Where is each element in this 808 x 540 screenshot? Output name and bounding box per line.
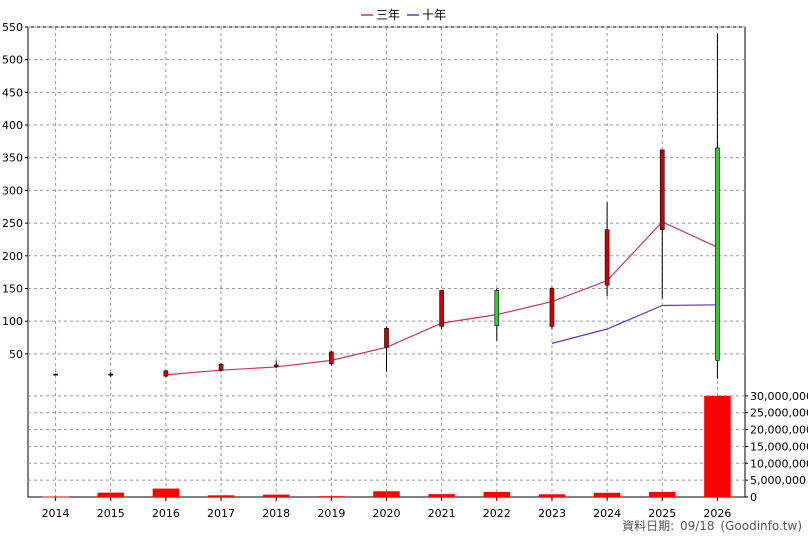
- candle-body: [439, 290, 444, 327]
- legend: 三年 十年: [361, 8, 446, 22]
- price-tick-label: 400: [2, 119, 23, 132]
- legend-label-10y: 十年: [422, 8, 446, 22]
- candle-body: [659, 149, 665, 230]
- volume-bar: [428, 494, 455, 497]
- volume-bar: [373, 491, 400, 497]
- data-date-label: 資料日期:: [622, 519, 675, 533]
- x-tick-label: 2021: [428, 507, 456, 520]
- x-tick-label: 2017: [207, 507, 235, 520]
- volume-bar: [318, 496, 345, 498]
- candle-body: [273, 364, 279, 367]
- volume-bar: [538, 494, 566, 497]
- x-axis: 2014 2015 2016 2017 2018 2019 2020 2021 2022 2023…: [42, 497, 731, 520]
- volume-tick-label: 25,000,000: [750, 407, 808, 420]
- x-tick-label: 2026: [703, 507, 731, 520]
- ma-line-10y: [551, 304, 718, 344]
- candles: [53, 33, 720, 379]
- data-date: 09/18: [679, 519, 715, 533]
- volume-tick-label: 20,000,000: [750, 424, 808, 437]
- candle-body: [108, 373, 114, 376]
- x-tick-label: 2015: [97, 507, 125, 520]
- volume-bar: [483, 491, 511, 497]
- footer: 資料日期: 09/18 (Goodinfo.tw): [620, 517, 802, 534]
- price-tick-label: 350: [2, 152, 23, 165]
- volume-tick-label: 5,000,000: [750, 474, 806, 487]
- price-tick-label: 450: [2, 86, 23, 99]
- legend-label-3y: 三年: [376, 8, 400, 22]
- volume-bar: [593, 492, 621, 497]
- x-tick-label: 2020: [373, 507, 401, 520]
- volume-tick-label: 0: [750, 491, 757, 504]
- volume-bar: [207, 495, 235, 497]
- x-tick-label: 2025: [648, 507, 676, 520]
- volume-axis: 0 5,000,000 10,000,000 15,000,000 20,000,000…: [745, 390, 808, 504]
- volume-bars: [42, 395, 731, 498]
- volume-bar: [152, 488, 180, 497]
- volume-tick-label: 15,000,000: [750, 440, 808, 453]
- candle-body: [163, 370, 169, 377]
- x-tick-label: 2016: [152, 507, 180, 520]
- x-tick-label: 2024: [593, 507, 621, 520]
- volume-bar: [649, 491, 676, 497]
- price-tick-label: 250: [2, 217, 23, 230]
- price-axis: 50 100 150 200 250 300 350 400 450 500 550: [2, 21, 28, 361]
- volume-bar: [704, 395, 731, 497]
- candle-body: [494, 290, 500, 327]
- x-tick-label: 2018: [262, 507, 290, 520]
- price-tick-label: 150: [2, 282, 23, 295]
- price-tick-label: 50: [9, 348, 23, 361]
- volume-tick-label: 30,000,000: [750, 390, 808, 403]
- price-tick-label: 500: [2, 54, 23, 67]
- x-tick-label: 2023: [538, 507, 566, 520]
- volume-bar: [262, 494, 290, 497]
- price-tick-label: 300: [2, 184, 23, 197]
- x-tick-label: 2014: [42, 507, 70, 520]
- candle-body: [549, 288, 555, 327]
- volume-tick-label: 10,000,000: [750, 457, 808, 470]
- candle-body: [384, 328, 389, 348]
- price-tick-label: 200: [2, 250, 23, 263]
- price-tick-label: 100: [2, 315, 23, 328]
- x-tick-label: 2019: [317, 507, 345, 520]
- candle-body: [53, 373, 58, 376]
- candle-body: [604, 229, 610, 286]
- volume-bar: [97, 492, 124, 497]
- volume-bar: [42, 496, 69, 498]
- candle-body: [218, 364, 224, 371]
- candle-body: [329, 351, 334, 364]
- candle-body: [715, 147, 720, 361]
- x-tick-label: 2022: [483, 507, 511, 520]
- data-source: (Goodinfo.tw): [720, 519, 802, 533]
- price-tick-label: 550: [2, 21, 23, 34]
